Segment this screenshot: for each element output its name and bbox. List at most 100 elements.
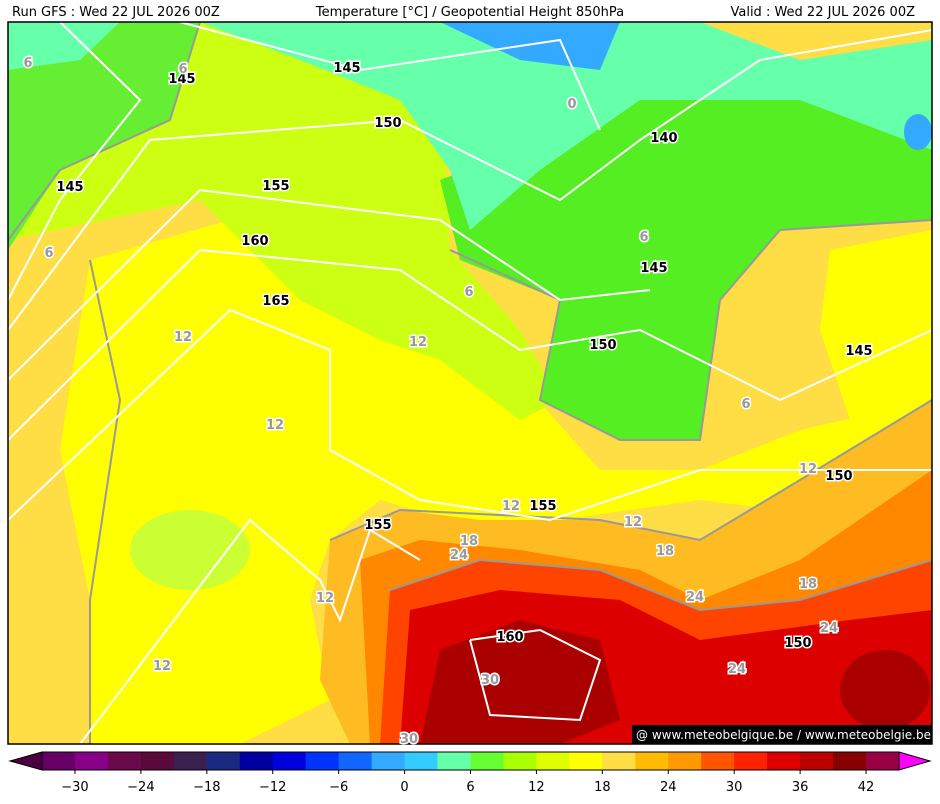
colorbar-segment bbox=[767, 752, 801, 770]
contour-labels: 145 145 150 145 155 160 165 140 145 150 145 150 155 1… bbox=[22, 55, 874, 749]
colorbar-segment bbox=[107, 752, 142, 770]
contour bbox=[7, 248, 933, 441]
colorbar-label: 36 bbox=[792, 780, 809, 795]
colorbar-label: −30 bbox=[61, 780, 88, 795]
height-label: 160 bbox=[496, 630, 523, 645]
temperature-label: 18 bbox=[460, 534, 478, 549]
region bbox=[440, 22, 620, 70]
height-label: 155 bbox=[364, 518, 391, 533]
height-label: 150 bbox=[784, 636, 811, 651]
colorbar-label: 24 bbox=[660, 780, 677, 795]
colorbar-label: 0 bbox=[400, 780, 408, 795]
contour bbox=[89, 259, 122, 744]
colorbar-label: 18 bbox=[594, 780, 611, 795]
colorbar-label: −12 bbox=[259, 780, 286, 795]
temperature-label: 12 bbox=[624, 515, 642, 530]
field bbox=[8, 22, 932, 744]
region bbox=[200, 22, 932, 230]
region bbox=[820, 230, 932, 420]
colorbar-segment bbox=[668, 752, 702, 770]
temperature-label: 12 bbox=[799, 462, 817, 477]
temperature-label: 30 bbox=[400, 732, 418, 747]
colorbar-segment bbox=[74, 752, 109, 770]
run-label: Run GFS : Wed 22 JUL 2026 00Z bbox=[12, 5, 220, 20]
height-label: 145 bbox=[56, 180, 83, 195]
temperature-label: 6 bbox=[464, 285, 473, 300]
contour bbox=[329, 399, 933, 542]
watermark: @ www.meteobelgique.be / www.meteobelgie… bbox=[636, 728, 931, 742]
colorbar-segment bbox=[140, 752, 175, 770]
region bbox=[904, 114, 932, 150]
contour bbox=[7, 21, 142, 301]
colorbar-segment bbox=[503, 752, 537, 770]
colorbar-label: 42 bbox=[858, 780, 875, 795]
height-contours bbox=[7, 21, 933, 745]
colorbar-segment bbox=[272, 752, 307, 770]
region bbox=[130, 510, 250, 590]
temperature-label: 12 bbox=[153, 659, 171, 674]
contour bbox=[7, 308, 932, 522]
colorbar-segment bbox=[404, 752, 439, 770]
colorbar-segment bbox=[800, 752, 834, 770]
temperature-label: 12 bbox=[409, 335, 427, 350]
region bbox=[8, 22, 120, 70]
temperature-label: 18 bbox=[799, 577, 817, 592]
colorbar-segment bbox=[734, 752, 768, 770]
height-label: 160 bbox=[241, 234, 268, 249]
colorbar: −30 −24 −18 −12 −6 0 6 12 18 24 30 36 42 bbox=[8, 751, 932, 795]
colorbar-segment bbox=[206, 752, 241, 770]
temperature-label: 6 bbox=[23, 56, 32, 71]
height-label: 140 bbox=[650, 131, 677, 146]
height-label: 165 bbox=[262, 294, 289, 309]
contour bbox=[389, 558, 933, 612]
colorbar-segment bbox=[371, 752, 406, 770]
temperature-label: 18 bbox=[656, 544, 674, 559]
valid-label: Valid : Wed 22 JUL 2026 00Z bbox=[730, 5, 915, 20]
height-label: 145 bbox=[333, 61, 360, 76]
temperature-label: 24 bbox=[686, 590, 704, 605]
colorbar-segment bbox=[635, 752, 669, 770]
height-label: 145 bbox=[845, 344, 872, 359]
colorbar-label: −18 bbox=[193, 780, 220, 795]
temperature-label: 6 bbox=[639, 230, 648, 245]
region bbox=[8, 22, 200, 250]
temperature-label: 12 bbox=[502, 499, 520, 514]
temperature-label: 0 bbox=[567, 97, 576, 112]
temperature-label: 24 bbox=[820, 621, 838, 636]
colorbar-label: 6 bbox=[466, 780, 474, 795]
temperature-label: 30 bbox=[481, 673, 499, 688]
colorbar-segment bbox=[239, 752, 274, 770]
watermark-box bbox=[632, 725, 932, 744]
colorbar-segment bbox=[470, 752, 504, 770]
contour bbox=[79, 518, 421, 745]
colorbar-segment bbox=[602, 752, 636, 770]
height-label: 155 bbox=[529, 499, 556, 514]
map-frame bbox=[7, 21, 933, 745]
colorbar-label: −24 bbox=[127, 780, 154, 795]
colorbar-segment bbox=[536, 752, 570, 770]
height-label: 150 bbox=[825, 469, 852, 484]
colorbar-segment bbox=[569, 752, 603, 770]
colorbar-segment bbox=[833, 752, 867, 770]
temperature-label: 6 bbox=[44, 246, 53, 261]
contour bbox=[469, 628, 602, 722]
colorbar-segment bbox=[173, 752, 208, 770]
height-label: 155 bbox=[262, 179, 289, 194]
temperature-label: 12 bbox=[174, 330, 192, 345]
colorbar-segment bbox=[305, 752, 340, 770]
temperature-label: 6 bbox=[178, 62, 187, 77]
colorbar-segment bbox=[42, 752, 76, 770]
temperature-label: 24 bbox=[728, 662, 746, 677]
contour bbox=[7, 21, 201, 241]
contour bbox=[179, 21, 601, 131]
colorbar-label: 30 bbox=[726, 780, 743, 795]
temperature-label: 12 bbox=[266, 418, 284, 433]
region bbox=[60, 200, 932, 744]
region bbox=[440, 90, 932, 440]
colorbar-segment bbox=[866, 752, 900, 770]
region bbox=[420, 620, 620, 744]
colorbar-label: 12 bbox=[528, 780, 545, 795]
region bbox=[840, 650, 930, 730]
temperature-label: 6 bbox=[741, 397, 750, 412]
